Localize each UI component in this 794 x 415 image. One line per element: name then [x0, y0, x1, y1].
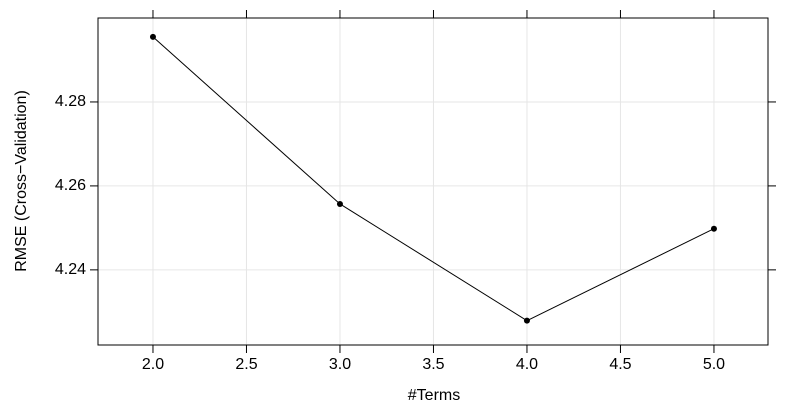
x-tick-label: 4.5	[609, 356, 631, 373]
data-point	[523, 317, 530, 324]
plot-frame	[97, 17, 769, 346]
series-line	[152, 36, 715, 322]
y-axis-label: RMSE (Cross−Validation)	[13, 90, 30, 272]
x-tick-label: 3.0	[329, 356, 351, 373]
data-point	[710, 225, 717, 232]
x-axis-label: #Terms	[408, 387, 460, 404]
y-tick-label: 4.26	[55, 177, 86, 194]
x-tick-label: 3.5	[422, 356, 444, 373]
y-tick-label: 4.28	[55, 93, 86, 110]
x-tick-label: 2.5	[235, 356, 257, 373]
y-tick-label: 4.24	[55, 261, 86, 278]
x-tick-label: 4.0	[516, 356, 538, 373]
data-point	[149, 33, 156, 40]
x-tick-label: 5.0	[703, 356, 725, 373]
data-point	[336, 200, 343, 207]
x-tick-label: 2.0	[142, 356, 164, 373]
